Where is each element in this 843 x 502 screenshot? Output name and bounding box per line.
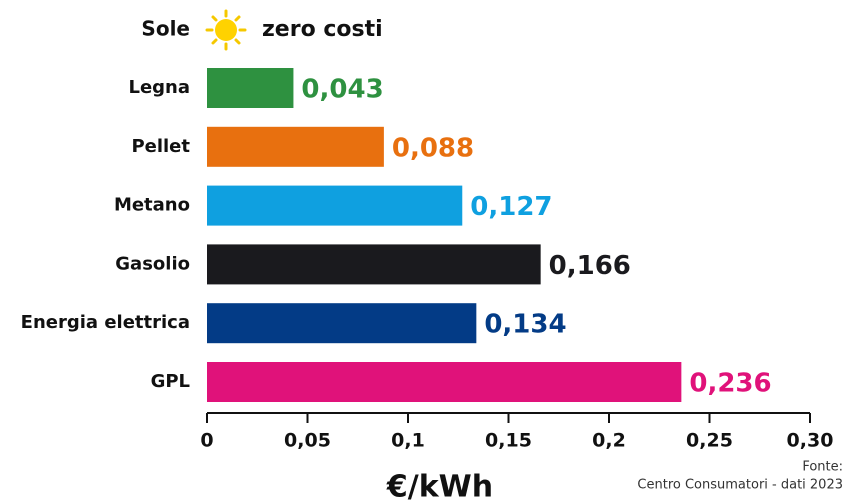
bar	[207, 362, 681, 402]
bar	[207, 68, 293, 108]
bar	[207, 303, 476, 343]
x-tick-label: 0,05	[284, 430, 331, 452]
category-label: Metano	[114, 195, 190, 216]
sun-icon	[207, 11, 245, 49]
value-label: 0,127	[470, 192, 552, 222]
category-label: Gasolio	[115, 253, 190, 274]
x-axis-label: €/kWh	[386, 470, 493, 502]
category-label: Legna	[128, 77, 190, 98]
x-tick-label: 0,15	[485, 430, 532, 452]
value-label: 0,236	[689, 369, 771, 399]
chart: Sole zero costi €/kWh Fonte: Centro Cons…	[0, 0, 843, 502]
x-tick-label: 0	[200, 430, 213, 452]
bar	[207, 186, 462, 226]
x-tick-label: 0,25	[686, 430, 733, 452]
source: Centro Consumatori - dati 2023	[637, 478, 843, 493]
category-label: GPL	[151, 371, 190, 392]
x-tick-label: 0,2	[592, 430, 626, 452]
value-label: 0,134	[484, 310, 566, 340]
page: Sole zero costi €/kWh Fonte: Centro Cons…	[0, 0, 843, 502]
category-label: Pellet	[131, 136, 190, 157]
value-label: 0,088	[392, 133, 474, 163]
category-label: Sole	[141, 17, 190, 41]
source: Fonte:	[802, 460, 843, 475]
bar	[207, 127, 384, 167]
category-label: Energia elettrica	[21, 312, 190, 333]
bar	[207, 244, 541, 284]
highlight-label: zero costi	[262, 17, 383, 42]
x-tick-label: 0,1	[391, 430, 425, 452]
value-label: 0,166	[549, 251, 631, 281]
value-label: 0,043	[301, 75, 383, 105]
x-tick-label: 0,30	[787, 430, 834, 452]
